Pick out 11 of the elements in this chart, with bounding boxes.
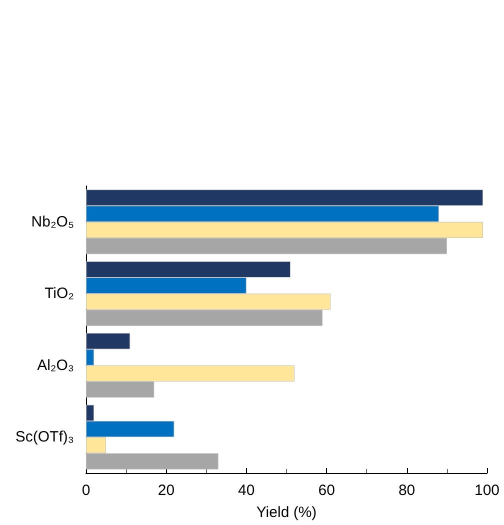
x-tick-label: 60: [318, 482, 335, 499]
x-tick-label: 20: [158, 482, 175, 499]
y-tick-label: Nb₂O₅: [31, 213, 74, 230]
x-axis-title: Yield (%): [256, 504, 317, 521]
x-tick-label: 40: [238, 482, 255, 499]
y-tick-label: Al₂O₃: [37, 356, 74, 374]
x-tick-label: 100: [474, 482, 500, 499]
y-tick-label: TiO₂: [44, 285, 74, 302]
y-tick-label: Sc(OTf)₃: [15, 428, 74, 446]
x-tick-label: 0: [82, 482, 90, 499]
x-tick-label: 80: [398, 482, 416, 499]
